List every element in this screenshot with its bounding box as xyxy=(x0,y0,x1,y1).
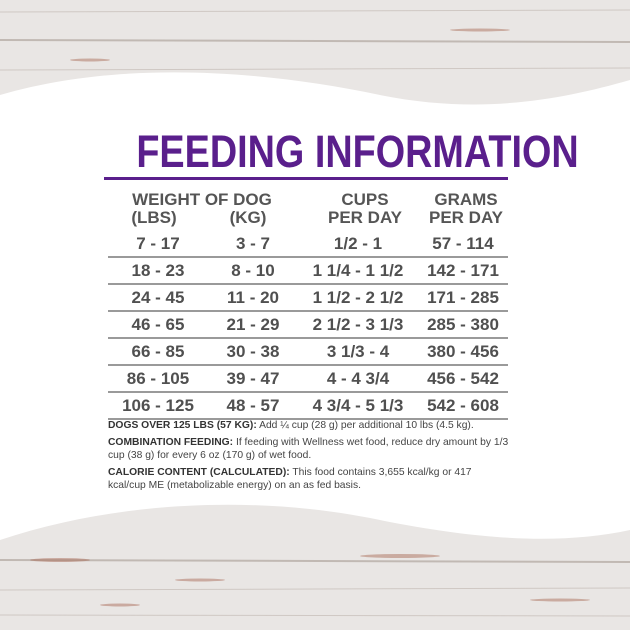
note-label: DOGS OVER 125 LBS (57 KG): xyxy=(108,420,257,431)
cups-cell: 2 1/2 - 3 1/3 xyxy=(298,311,418,339)
lbs-cell: 18 - 23 xyxy=(108,257,208,285)
grams-cell: 171 - 285 xyxy=(418,284,508,312)
note-text: If feeding with Wellness wet food, reduc… xyxy=(108,436,509,462)
header-grams-line1: GRAMS xyxy=(434,190,498,209)
header-cups: CUPS PER DAY xyxy=(310,191,420,227)
table-row: 46 - 65 21 - 29 2 1/2 - 3 1/3 285 - 380 xyxy=(108,311,508,339)
title-divider xyxy=(104,177,508,180)
lbs-cell: 86 - 105 xyxy=(108,365,208,393)
table-row: 86 - 105 39 - 47 4 - 4 3/4 456 - 542 xyxy=(108,365,508,393)
kg-cell: 3 - 7 xyxy=(208,231,298,258)
note-label: COMBINATION FEEDING: xyxy=(108,436,234,448)
kg-cell: 21 - 29 xyxy=(208,311,298,339)
page-title: FEEDING INFORMATION xyxy=(136,126,579,177)
header-cups-line1: CUPS xyxy=(341,190,389,209)
note-label: CALORIE CONTENT (CALCULATED): xyxy=(108,466,290,478)
header-lbs: (LBS) xyxy=(131,208,177,227)
kg-cell: 39 - 47 xyxy=(208,365,298,393)
grams-cell: 542 - 608 xyxy=(418,392,508,420)
header-cups-line2: PER DAY xyxy=(327,208,402,227)
cups-cell: 3 1/3 - 4 xyxy=(298,338,418,366)
table-row: 106 - 125 48 - 57 4 3/4 - 5 1/3 542 - 608 xyxy=(108,392,508,420)
note-combination: COMBINATION FEEDING: If feeding with Wel… xyxy=(108,436,512,463)
cups-cell: 4 3/4 - 5 1/3 xyxy=(298,392,418,420)
note-text: Add ¼ cup (28 g) per additional 10 lbs (… xyxy=(256,420,474,431)
header-weight: WEIGHT OF DOG xyxy=(132,190,272,209)
notes: DOGS OVER 125 LBS (57 KG): Add ¼ cup (28… xyxy=(108,419,512,496)
lbs-cell: 24 - 45 xyxy=(108,284,208,312)
cups-cell: 1/2 - 1 xyxy=(298,231,418,258)
lbs-cell: 7 - 17 xyxy=(108,231,208,258)
kg-cell: 11 - 20 xyxy=(208,284,298,312)
grams-cell: 456 - 542 xyxy=(418,365,508,393)
kg-cell: 8 - 10 xyxy=(208,257,298,285)
header-grams: GRAMS PER DAY xyxy=(418,191,514,227)
kg-cell: 48 - 57 xyxy=(208,392,298,420)
note-over-125: DOGS OVER 125 LBS (57 KG): Add ¼ cup (28… xyxy=(108,419,512,433)
feeding-table: 7 - 17 3 - 7 1/2 - 1 57 - 114 18 - 23 8 - 10 1… xyxy=(108,231,508,420)
table-row: 24 - 45 11 - 20 1 1/2 - 2 1/2 171 - 285 xyxy=(108,284,508,312)
lbs-cell: 66 - 85 xyxy=(108,338,208,366)
note-calorie: CALORIE CONTENT (CALCULATED): This food … xyxy=(108,466,512,493)
grams-cell: 285 - 380 xyxy=(418,311,508,339)
table-row: 18 - 23 8 - 10 1 1/4 - 1 1/2 142 - 171 xyxy=(108,257,508,285)
cups-cell: 1 1/2 - 2 1/2 xyxy=(298,284,418,312)
lbs-cell: 46 - 65 xyxy=(108,311,208,339)
cups-cell: 4 - 4 3/4 xyxy=(298,365,418,393)
grams-cell: 57 - 114 xyxy=(418,231,508,258)
table-row: 7 - 17 3 - 7 1/2 - 1 57 - 114 xyxy=(108,231,508,258)
kg-cell: 30 - 38 xyxy=(208,338,298,366)
cups-cell: 1 1/4 - 1 1/2 xyxy=(298,257,418,285)
header-grams-line2: PER DAY xyxy=(428,208,503,227)
note-text: This food contains 3,655 kcal/kg or 417 … xyxy=(108,466,472,492)
table-row: 66 - 85 30 - 38 3 1/3 - 4 380 - 456 xyxy=(108,338,508,366)
header-kg: (KG) xyxy=(229,208,267,227)
grams-cell: 380 - 456 xyxy=(418,338,508,366)
grams-cell: 142 - 171 xyxy=(418,257,508,285)
lbs-cell: 106 - 125 xyxy=(108,392,208,420)
